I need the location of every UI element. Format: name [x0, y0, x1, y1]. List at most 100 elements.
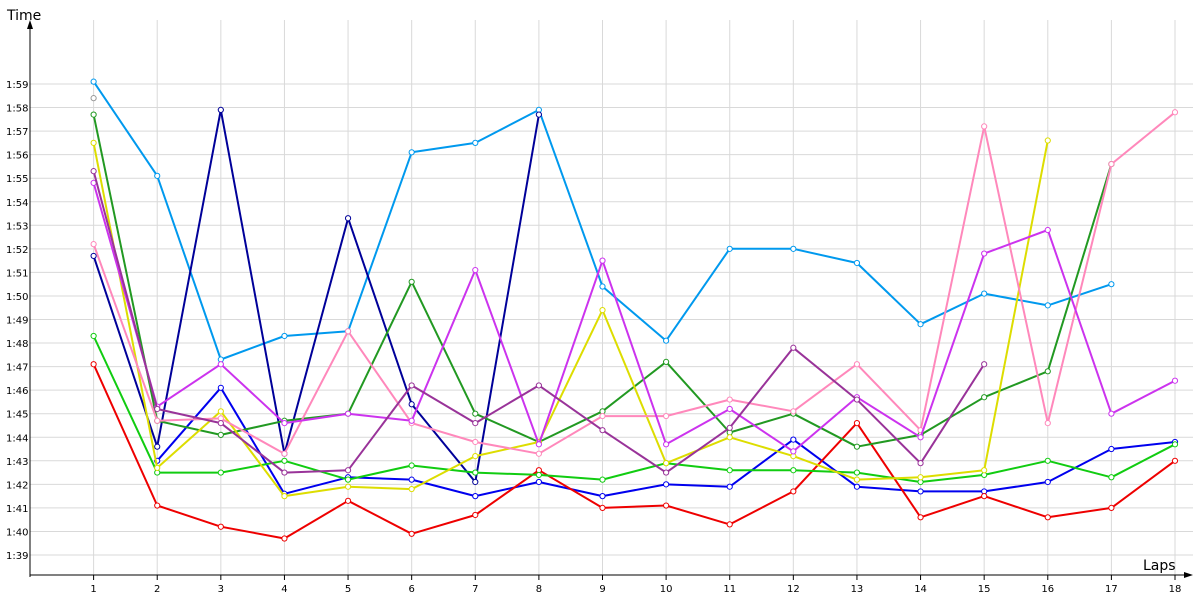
data-point: [344, 483, 352, 490]
data-point: [853, 443, 861, 450]
data-point: [90, 168, 97, 175]
data-point: [599, 412, 606, 420]
data-point: [472, 478, 479, 486]
data-point: [981, 290, 988, 297]
data-point: [663, 337, 670, 344]
data-point: [599, 476, 606, 483]
data-point: [853, 396, 861, 403]
data-point: [408, 476, 415, 483]
data-point: [917, 434, 924, 441]
x-tick-label: 7: [472, 584, 478, 595]
data-point: [663, 469, 670, 476]
data-point: [663, 460, 670, 467]
data-point: [663, 358, 670, 365]
data-point: [535, 111, 542, 118]
data-point: [90, 332, 97, 340]
data-point: [281, 535, 288, 542]
data-point: [154, 417, 161, 424]
series-line: [92, 140, 1049, 498]
data-point: [408, 401, 415, 408]
data-point: [1108, 410, 1115, 417]
y-axis-arrow: [27, 20, 33, 29]
data-point: [663, 412, 670, 420]
series-6: [90, 137, 1051, 500]
x-tick-label: 12: [787, 584, 800, 595]
data-point: [1044, 514, 1051, 521]
data-point: [281, 493, 288, 500]
series-4: [90, 332, 1179, 486]
data-point: [1044, 302, 1051, 309]
data-point: [1171, 377, 1179, 384]
data-point: [853, 469, 861, 476]
data-point: [599, 504, 606, 511]
x-axis-arrow: [1184, 572, 1193, 578]
y-axis-title: Time: [6, 8, 41, 24]
data-point: [599, 283, 606, 290]
data-point: [281, 332, 288, 340]
y-tick-label: 1:46: [6, 386, 28, 397]
y-tick-label: 1:39: [6, 551, 28, 562]
data-point: [408, 530, 415, 537]
data-point: [217, 469, 224, 476]
x-tick-label: 17: [1105, 584, 1118, 595]
data-point: [790, 436, 797, 443]
data-point: [726, 483, 733, 490]
data-point: [154, 172, 161, 179]
y-tick-label: 1:56: [6, 151, 28, 162]
series-7: [90, 109, 1179, 457]
y-tick-label: 1:49: [6, 316, 28, 327]
x-axis-title: Laps: [1143, 558, 1176, 574]
data-point: [790, 245, 797, 252]
data-point: [472, 493, 479, 500]
data-point: [853, 483, 861, 490]
data-point: [472, 266, 479, 274]
series-3: [90, 361, 1179, 542]
series-line: [92, 182, 1176, 453]
data-point: [281, 420, 288, 427]
x-tick-label: 15: [978, 584, 991, 595]
data-point: [790, 448, 797, 455]
data-point: [790, 467, 797, 474]
data-point: [917, 321, 924, 328]
data-point: [917, 514, 924, 521]
data-point: [917, 474, 924, 481]
data-point: [344, 476, 352, 483]
axes: [27, 20, 1193, 578]
data-point: [281, 450, 288, 457]
data-point: [472, 420, 479, 427]
y-tick-label: 1:51: [6, 268, 28, 279]
series-lines: [90, 78, 1179, 542]
series-line: [92, 335, 1176, 483]
x-tick-label: 6: [408, 584, 414, 595]
data-point: [408, 149, 415, 156]
data-point: [90, 78, 97, 85]
data-point: [344, 467, 352, 474]
y-tick-label: 1:42: [6, 480, 28, 491]
y-tick-label: 1:52: [6, 245, 28, 256]
y-tick-label: 1:53: [6, 221, 28, 232]
data-point: [472, 139, 479, 146]
data-point: [726, 245, 733, 252]
data-point: [790, 488, 797, 495]
data-point: [472, 469, 479, 476]
series-line: [92, 111, 1176, 455]
data-point: [853, 476, 861, 483]
x-tick-label: 11: [723, 584, 736, 595]
data-point: [726, 467, 733, 474]
data-point: [408, 382, 415, 389]
data-point: [217, 384, 224, 391]
data-point: [154, 502, 161, 509]
data-point: [1171, 441, 1179, 448]
data-point: [217, 361, 224, 368]
data-point: [1044, 368, 1051, 375]
series-line: [92, 108, 540, 483]
y-tick-label: 1:45: [6, 410, 28, 421]
data-point: [599, 493, 606, 500]
y-tick-label: 1:44: [6, 433, 28, 444]
data-point: [344, 497, 352, 504]
data-point: [217, 408, 224, 415]
data-point: [408, 485, 415, 493]
data-point: [344, 215, 352, 222]
data-point: [472, 438, 479, 446]
data-point: [535, 441, 542, 448]
